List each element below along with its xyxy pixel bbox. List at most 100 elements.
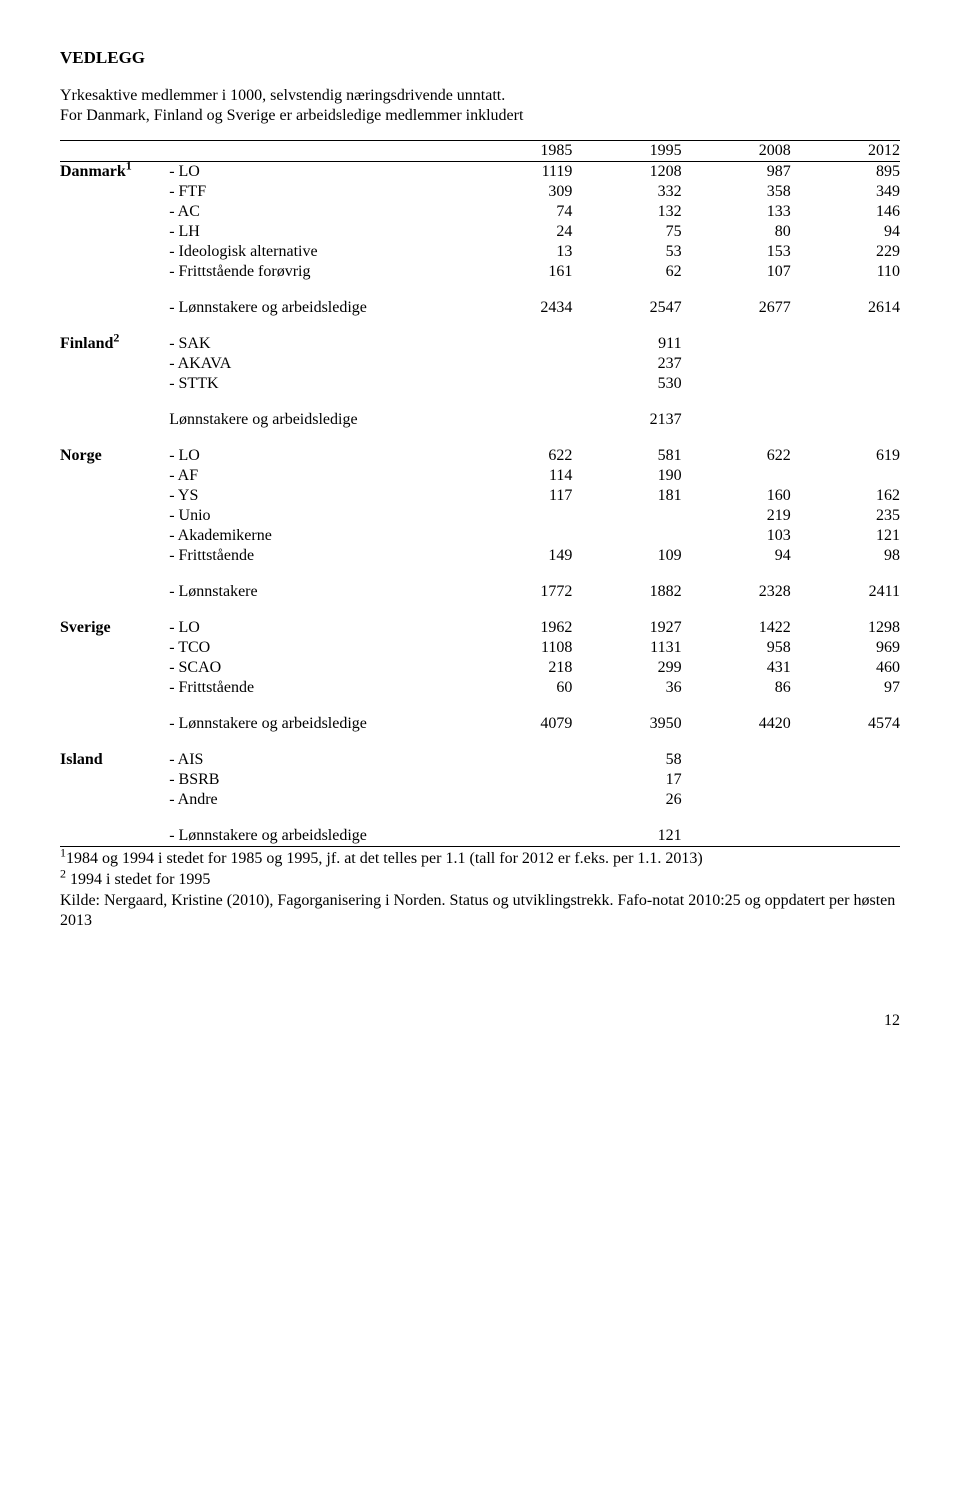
cell: 229 [791, 242, 900, 262]
row-label: - SCAO [169, 658, 463, 678]
data-table: 1985 1995 2008 2012 Danmark1 - LO 1119 1… [60, 140, 900, 847]
row-label: - Frittstående forøvrig [169, 262, 463, 282]
cell: 299 [572, 658, 681, 678]
cell: 74 [463, 202, 572, 222]
cell: 619 [791, 446, 900, 466]
cell [682, 374, 791, 394]
table-row: Danmark1 - LO 1119 1208 987 895 [60, 162, 900, 183]
cell [682, 466, 791, 486]
cell: 1962 [463, 618, 572, 638]
cell: 103 [682, 526, 791, 546]
table-row: Sverige - LO 1962 1927 1422 1298 [60, 618, 900, 638]
cell [682, 410, 791, 430]
table-row: - Ideologisk alternative 13 53 153 229 [60, 242, 900, 262]
table-row: - Frittstående 60 36 86 97 [60, 678, 900, 698]
cell: 133 [682, 202, 791, 222]
cell: 1422 [682, 618, 791, 638]
cell: 109 [572, 546, 681, 566]
table-row: - STTK 530 [60, 374, 900, 394]
cell: 107 [682, 262, 791, 282]
cell [463, 770, 572, 790]
cell: 114 [463, 466, 572, 486]
row-label: - LO [169, 162, 463, 183]
cell: 2137 [572, 410, 681, 430]
cell: 4079 [463, 714, 572, 734]
year-4: 2012 [791, 141, 900, 162]
row-label: - Lønnstakere [169, 582, 463, 602]
source-line: Kilde: Nergaard, Kristine (2010), Fagorg… [60, 891, 900, 933]
cell: 622 [463, 446, 572, 466]
cell: 160 [682, 486, 791, 506]
table-row: - FTF 309 332 358 349 [60, 182, 900, 202]
cell: 1119 [463, 162, 572, 183]
cell [791, 334, 900, 354]
cell [682, 790, 791, 810]
cell: 62 [572, 262, 681, 282]
cell: 2547 [572, 298, 681, 318]
cell [682, 334, 791, 354]
cell [463, 410, 572, 430]
table-row: Island - AIS 58 [60, 750, 900, 770]
cell: 309 [463, 182, 572, 202]
cell: 86 [682, 678, 791, 698]
cell: 358 [682, 182, 791, 202]
cell: 53 [572, 242, 681, 262]
cell [791, 374, 900, 394]
row-label: - BSRB [169, 770, 463, 790]
group-label: Sverige [60, 618, 169, 638]
table-row: - AKAVA 237 [60, 354, 900, 374]
row-label: - Frittstående [169, 678, 463, 698]
cell [463, 334, 572, 354]
header-row: 1985 1995 2008 2012 [60, 141, 900, 162]
table-row: - TCO 1108 1131 958 969 [60, 638, 900, 658]
cell [682, 354, 791, 374]
cell: 60 [463, 678, 572, 698]
cell: 190 [572, 466, 681, 486]
row-label: - Lønnstakere og arbeidsledige [169, 298, 463, 318]
cell: 181 [572, 486, 681, 506]
cell: 132 [572, 202, 681, 222]
row-label: - AF [169, 466, 463, 486]
cell [791, 750, 900, 770]
cell: 1927 [572, 618, 681, 638]
cell: 1108 [463, 638, 572, 658]
cell [463, 790, 572, 810]
cell [791, 770, 900, 790]
cell: 3950 [572, 714, 681, 734]
row-label: - LH [169, 222, 463, 242]
cell: 987 [682, 162, 791, 183]
cell: 622 [682, 446, 791, 466]
cell: 80 [682, 222, 791, 242]
cell: 958 [682, 638, 791, 658]
cell [791, 826, 900, 847]
cell: 24 [463, 222, 572, 242]
table-row: - Unio 219 235 [60, 506, 900, 526]
cell: 2677 [682, 298, 791, 318]
cell: 235 [791, 506, 900, 526]
total-row: - Lønnstakere 1772 1882 2328 2411 [60, 582, 900, 602]
cell: 2328 [682, 582, 791, 602]
cell [682, 770, 791, 790]
cell [791, 790, 900, 810]
group-label: Norge [60, 446, 169, 466]
cell: 1298 [791, 618, 900, 638]
cell: 460 [791, 658, 900, 678]
cell [572, 506, 681, 526]
row-label: - AIS [169, 750, 463, 770]
cell: 1772 [463, 582, 572, 602]
row-label: - Unio [169, 506, 463, 526]
row-label: - AC [169, 202, 463, 222]
row-label: - Frittstående [169, 546, 463, 566]
cell: 149 [463, 546, 572, 566]
cell: 2411 [791, 582, 900, 602]
intro-line-2: For Danmark, Finland og Sverige er arbei… [60, 107, 523, 124]
cell: 332 [572, 182, 681, 202]
row-label: - YS [169, 486, 463, 506]
footnote-2: 2 1994 i stedet for 1995 [60, 870, 900, 891]
group-label: Finland2 [60, 334, 169, 354]
cell: 431 [682, 658, 791, 678]
cell [791, 410, 900, 430]
table-row: - LH 24 75 80 94 [60, 222, 900, 242]
cell: 58 [572, 750, 681, 770]
page-number: 12 [60, 1012, 900, 1030]
